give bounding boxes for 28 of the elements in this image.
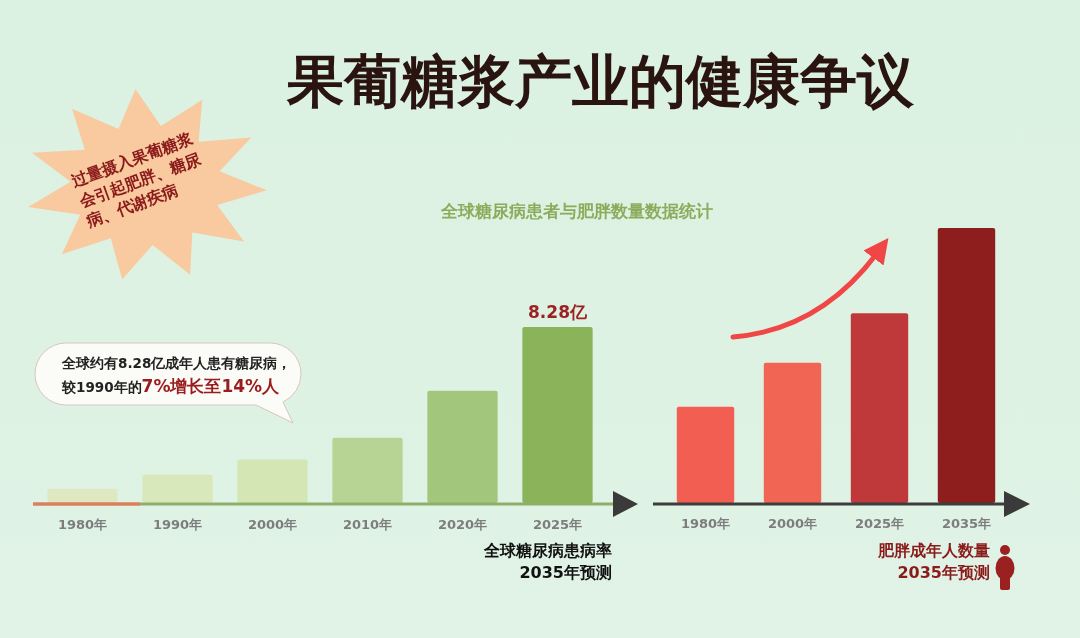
x-tick-label: 1980年: [680, 516, 731, 531]
bar: [937, 228, 996, 503]
data-label: 8.28亿: [528, 302, 588, 322]
x-axis-title: 全球糖尿病患病率 2035年预测: [483, 541, 612, 582]
x-tick-label: 2025年: [854, 516, 905, 531]
bar: [237, 459, 308, 503]
chart-title: 果葡糖浆产业的健康争议: [285, 47, 915, 114]
x-tick-label: 1990年: [152, 517, 203, 532]
x-tick-label: 2010年: [342, 517, 393, 532]
bar: [522, 327, 593, 503]
x-tick-label: 2000年: [247, 517, 298, 532]
bar: [676, 406, 735, 503]
x-tick-label: 2020年: [437, 517, 488, 532]
x-tick-label: 2035年: [941, 516, 992, 531]
annotation: 较1990年的: [61, 379, 142, 395]
x-tick-label: 1980年: [57, 517, 108, 532]
bar: [763, 362, 822, 503]
bar: [47, 488, 118, 503]
x-tick-label: 2000年: [767, 516, 818, 531]
bar: [427, 390, 498, 503]
bar: [142, 474, 213, 503]
text: 过量摄入果葡糖浆会引起肥胖、糖尿病、代谢疾病: [68, 127, 205, 233]
chart-subtitle: 全球糖尿病患者与肥胖数量数据统计: [440, 201, 713, 221]
x-tick-label: 2025年: [532, 517, 583, 532]
x-axis-title: 肥胖成年人数量 2035年预测: [877, 541, 990, 582]
annotation: 7%增长至14%人: [141, 376, 281, 396]
bar: [332, 437, 403, 503]
annotation: 全球约有8.28亿成年人患有糖尿病，: [61, 355, 292, 371]
